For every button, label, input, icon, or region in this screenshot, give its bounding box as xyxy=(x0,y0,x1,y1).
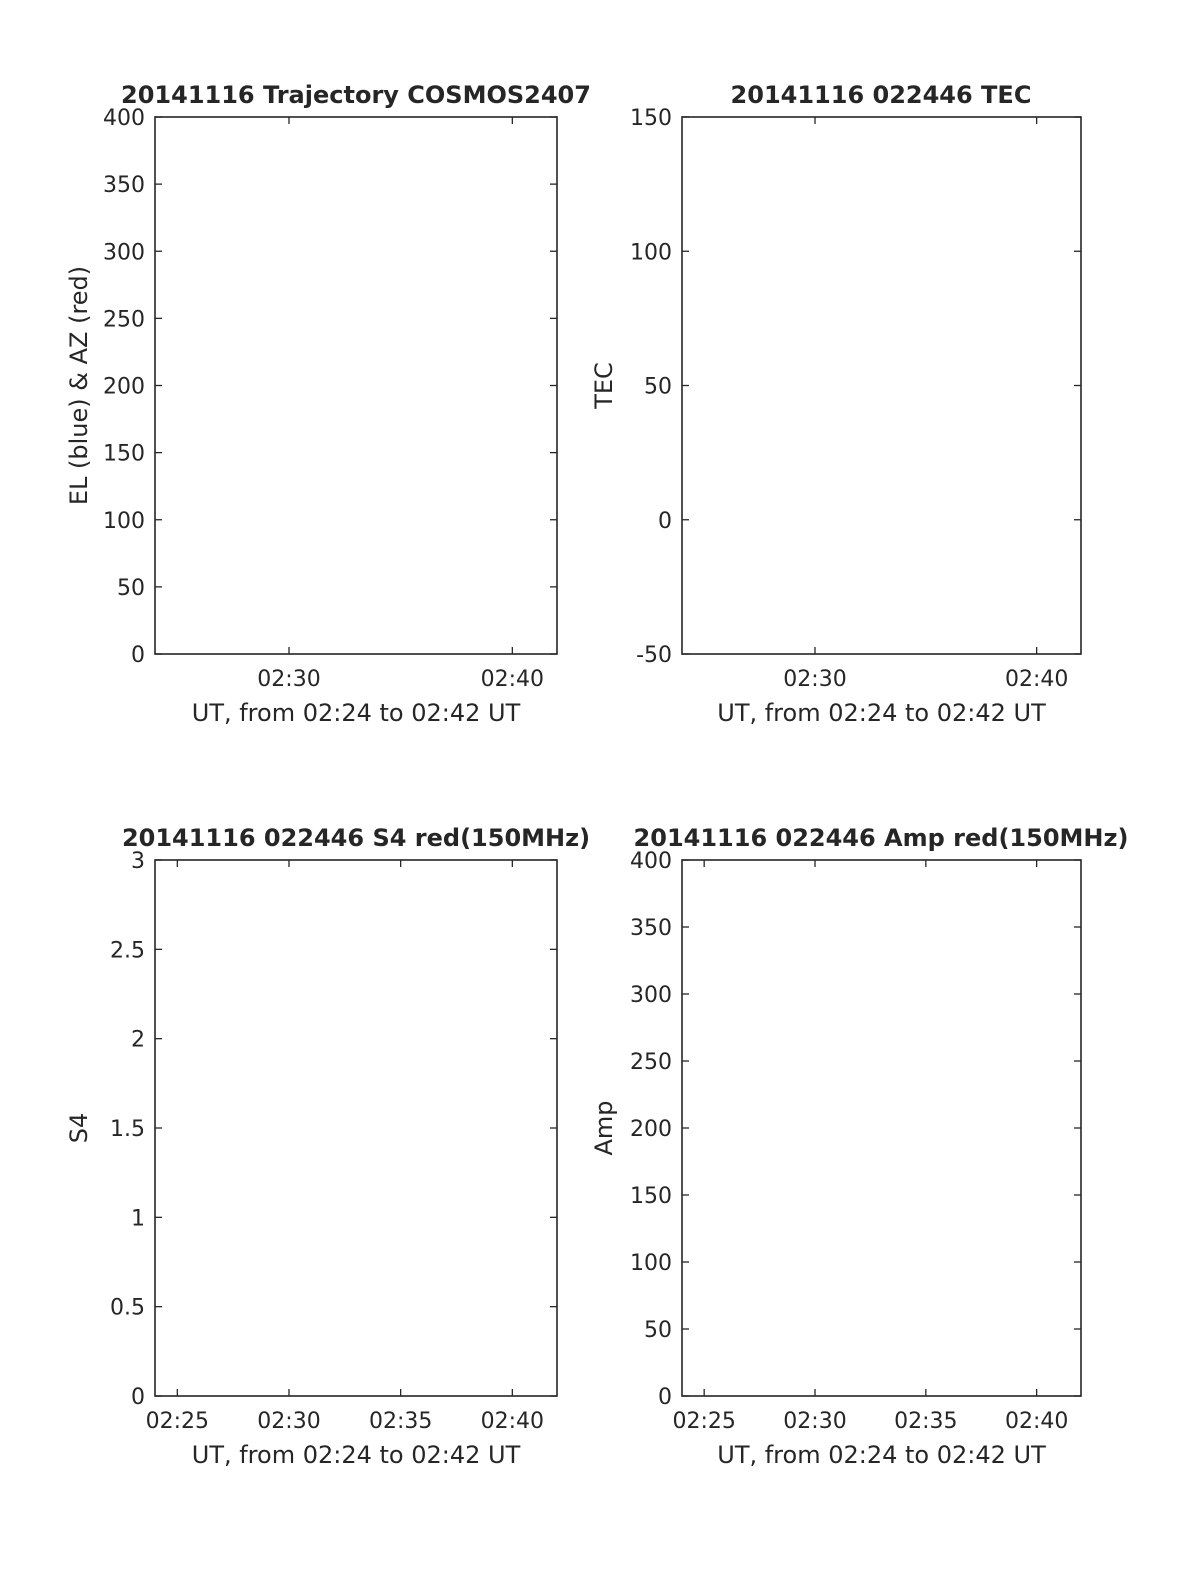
y-tick-label: 250 xyxy=(103,307,145,332)
chart-tec: -50 0 50 100 150 02:30 02:40 20141116 022446 TE… xyxy=(590,81,1082,727)
y-tick-label: 0 xyxy=(658,509,672,534)
x-tick-label: 02:40 xyxy=(1005,1409,1068,1434)
chart-trajectory: 0 50 100 150 200 250 300 350 400 02:30 02:40 201411… xyxy=(65,81,591,727)
x-tick-label: 02:25 xyxy=(672,1409,735,1434)
y-tick-label: 200 xyxy=(103,375,145,400)
axes-frame xyxy=(154,116,558,655)
y-tick-label: 50 xyxy=(644,375,672,400)
axes-frame xyxy=(681,859,1082,1397)
x-axis-label: UT, from 02:24 to 02:42 UT xyxy=(717,699,1046,727)
x-tick-label: 02:40 xyxy=(1005,667,1068,692)
x-axis-label: UT, from 02:24 to 02:42 UT xyxy=(192,699,521,727)
y-tick-label: 350 xyxy=(103,173,145,198)
y-tick-label: 2.5 xyxy=(110,938,145,963)
axes-frame xyxy=(154,859,558,1397)
y-tick-label: 1 xyxy=(131,1206,145,1231)
y-tick-label: 150 xyxy=(630,106,672,131)
y-tick-label: 0 xyxy=(131,1385,145,1410)
x-tick-label: 02:40 xyxy=(481,667,544,692)
y-tick-label: 50 xyxy=(117,576,145,601)
y-tick-label: 350 xyxy=(630,916,672,941)
chart-s4: 0 0.5 1 1.5 2 2.5 3 02:25 02:30 02:35 02:40 2014111… xyxy=(65,824,590,1469)
chart-title: 20141116 Trajectory COSMOS2407 xyxy=(121,81,591,109)
y-tick-label: 300 xyxy=(630,983,672,1008)
y-tick-label: 2 xyxy=(131,1028,145,1053)
y-tick-label: 400 xyxy=(630,849,672,874)
x-tick-label: 02:40 xyxy=(481,1409,544,1434)
y-tick-label: 1.5 xyxy=(110,1117,145,1142)
y-tick-label: 50 xyxy=(644,1318,672,1343)
y-axis-label: Amp xyxy=(590,1100,618,1155)
x-tick-label: 02:30 xyxy=(783,1409,846,1434)
x-tick-label: 02:35 xyxy=(369,1409,432,1434)
x-tick-label: 02:25 xyxy=(146,1409,209,1434)
y-axis-label: EL (blue) & AZ (red) xyxy=(65,266,93,505)
chart-title: 20141116 022446 S4 red(150MHz) xyxy=(122,824,590,852)
axes-frame xyxy=(681,116,1082,655)
y-tick-label: 150 xyxy=(630,1184,672,1209)
x-axis-label: UT, from 02:24 to 02:42 UT xyxy=(717,1441,1046,1469)
x-tick-label: 02:30 xyxy=(257,667,320,692)
y-tick-label: 400 xyxy=(103,106,145,131)
chart-title: 20141116 022446 TEC xyxy=(731,81,1032,109)
y-tick-label: 0 xyxy=(658,1385,672,1410)
chart-title: 20141116 022446 Amp red(150MHz) xyxy=(634,824,1129,852)
y-tick-label: 200 xyxy=(630,1117,672,1142)
y-axis-label: S4 xyxy=(65,1113,93,1144)
chart-amp: 0 50 100 150 200 250 300 350 400 02:25 02:30 02:35 0… xyxy=(590,824,1128,1469)
y-tick-label: 150 xyxy=(103,442,145,467)
y-tick-label: 300 xyxy=(103,240,145,265)
y-tick-label: -50 xyxy=(636,643,672,668)
y-axis-label: TEC xyxy=(590,362,618,410)
y-tick-label: 0.5 xyxy=(110,1296,145,1321)
x-tick-label: 02:30 xyxy=(257,1409,320,1434)
y-tick-label: 100 xyxy=(630,240,672,265)
y-tick-label: 250 xyxy=(630,1050,672,1075)
y-tick-label: 100 xyxy=(630,1251,672,1276)
x-tick-label: 02:30 xyxy=(783,667,846,692)
y-tick-label: 3 xyxy=(131,849,145,874)
x-axis-label: UT, from 02:24 to 02:42 UT xyxy=(192,1441,521,1469)
y-tick-label: 100 xyxy=(103,509,145,534)
y-tick-label: 0 xyxy=(131,643,145,668)
x-tick-label: 02:35 xyxy=(894,1409,957,1434)
